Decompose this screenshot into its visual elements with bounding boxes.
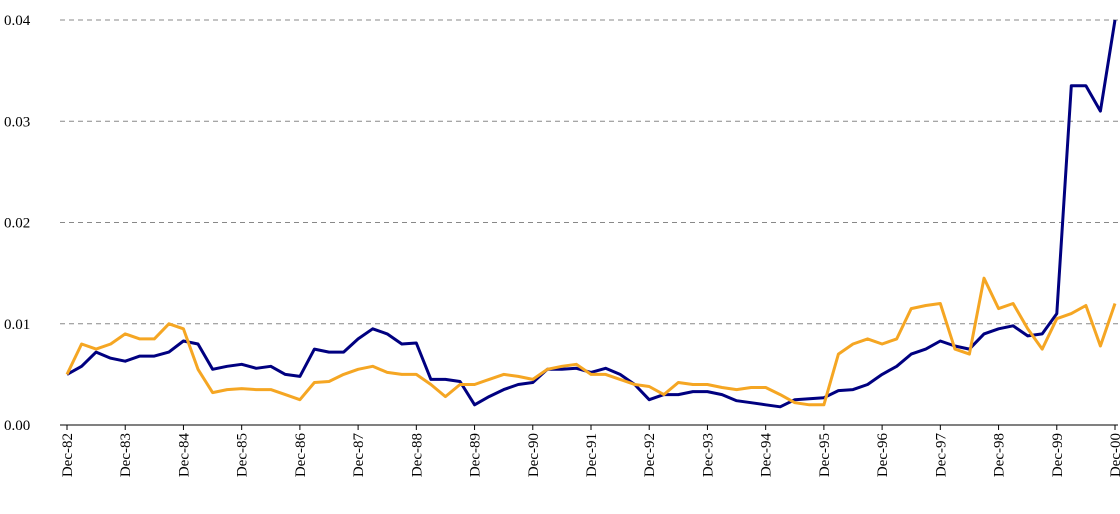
y-tick-label: 0.01 — [4, 317, 30, 333]
y-tick-label: 0.04 — [4, 13, 31, 29]
x-tick-label: Dec-86 — [293, 433, 309, 478]
x-tick-label: Dec-90 — [526, 433, 542, 477]
x-tick-label: Dec-91 — [584, 433, 600, 477]
x-tick-label: Dec-94 — [759, 433, 775, 478]
x-tick-label: Dec-85 — [235, 433, 251, 477]
x-tick-label: Dec-00 — [1108, 433, 1120, 477]
series-line — [66, 19, 1117, 409]
x-tick-label: Dec-99 — [1050, 433, 1066, 477]
y-tick-label: 0.03 — [4, 114, 30, 130]
x-tick-label: Dec-82 — [60, 433, 76, 477]
x-tick-label: Dec-92 — [642, 433, 658, 477]
x-tick-label: Dec-96 — [875, 433, 891, 478]
x-tick-label: Dec-89 — [468, 433, 484, 477]
x-tick-label: Dec-88 — [409, 433, 425, 477]
x-tick-label: Dec-84 — [176, 433, 192, 478]
x-tick-label: Dec-98 — [992, 433, 1008, 477]
x-tick-label: Dec-95 — [817, 433, 833, 477]
series-line — [65, 276, 1117, 407]
x-tick-label: Dec-97 — [933, 433, 949, 478]
x-tick-label: Dec-87 — [351, 433, 367, 478]
y-tick-label: 0.00 — [4, 418, 30, 434]
x-tick-label: Dec-83 — [118, 433, 134, 477]
y-tick-label: 0.02 — [4, 216, 30, 232]
x-tick-label: Dec-93 — [700, 433, 716, 477]
